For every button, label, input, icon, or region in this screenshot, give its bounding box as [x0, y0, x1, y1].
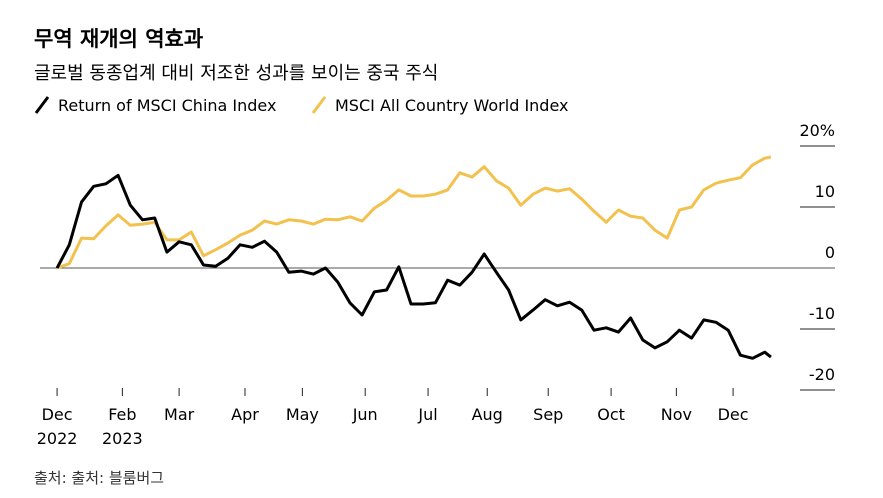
chart-title: 무역 재개의 역효과 [34, 27, 203, 51]
legend-swatch [311, 96, 327, 114]
x-tick-label: Jul [417, 405, 437, 424]
y-tick-label: -10 [809, 304, 835, 323]
x-tick-label: Nov [661, 405, 692, 424]
y-tick-label: 0 [825, 243, 835, 262]
chart-subtitle: 글로벌 동종업계 대비 저조한 성과를 보이는 중국 주식 [34, 63, 438, 84]
y-tick-label: -20 [809, 365, 835, 384]
source: 출처: 출처: 블룸버그 [34, 469, 164, 487]
x-tick-label: Feb [108, 405, 136, 424]
x-year-label: 2022 [37, 429, 78, 448]
legend-swatch [34, 96, 50, 114]
x-tick-label: Apr [231, 405, 259, 424]
x-tick-label: Dec [718, 405, 749, 424]
x-tick-label: Oct [597, 405, 625, 424]
x-tick-label: May [286, 405, 319, 424]
legend-label: Return of MSCI China Index [58, 96, 276, 115]
series-line [56, 155, 772, 270]
x-tick-label: Jun [352, 405, 378, 424]
series-line [55, 173, 772, 360]
y-tick-label: 20% [799, 121, 835, 140]
legend-label: MSCI All Country World Index [335, 96, 569, 115]
x-tick-label: Dec [42, 405, 73, 424]
x-tick-label: Mar [164, 405, 195, 424]
y-tick-label: 10 [815, 182, 835, 201]
x-tick-label: Aug [472, 405, 503, 424]
x-year-label: 2023 [102, 429, 143, 448]
x-tick-label: Sep [533, 405, 563, 424]
